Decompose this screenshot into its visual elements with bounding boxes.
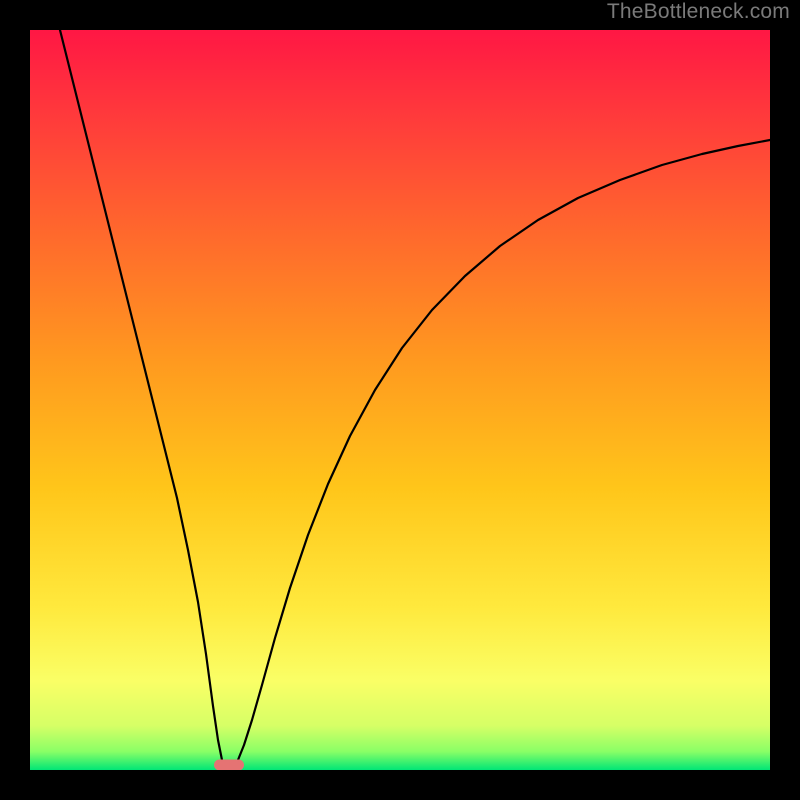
chart-svg [0, 0, 800, 800]
bottleneck-chart: TheBottleneck.com [0, 0, 800, 800]
plot-background-gradient [30, 30, 770, 770]
optimal-point-marker [214, 760, 244, 771]
